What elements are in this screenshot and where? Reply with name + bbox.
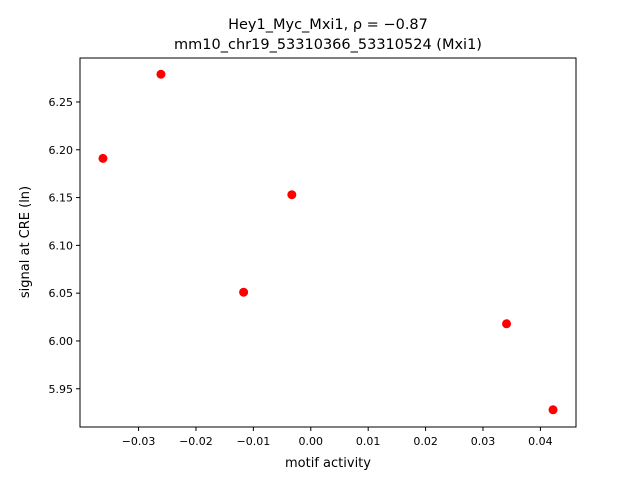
x-axis-label: motif activity <box>285 456 371 471</box>
y-tick-label: 6.10 <box>49 239 74 252</box>
plot-frame <box>79 57 577 428</box>
x-tick-label: 0.02 <box>413 435 438 448</box>
y-tick-label: 6.25 <box>49 96 74 109</box>
y-tick-label: 6.20 <box>49 144 74 157</box>
data-point <box>98 153 108 163</box>
x-tick-label: 0.03 <box>471 435 496 448</box>
y-tick-label: 6.05 <box>49 287 74 300</box>
data-point <box>502 319 512 329</box>
chart-title-line2: mm10_chr19_53310366_53310524 (Mxi1) <box>174 37 482 53</box>
data-point <box>239 287 249 297</box>
x-tick-label: −0.03 <box>122 435 156 448</box>
y-tick-label: 5.95 <box>49 383 74 396</box>
data-point <box>287 190 297 200</box>
y-tick-label: 6.15 <box>49 192 74 205</box>
chart-title-line1: Hey1_Myc_Mxi1, ρ = −0.87 <box>228 17 428 33</box>
y-axis-label: signal at CRE (ln) <box>18 186 33 298</box>
x-tick-label: −0.01 <box>237 435 271 448</box>
x-tick-label: 0.04 <box>528 435 553 448</box>
x-tick-label: 0.01 <box>356 435 381 448</box>
y-tick-label: 6.00 <box>49 335 74 348</box>
data-point <box>548 405 558 415</box>
data-point <box>156 69 166 79</box>
x-tick-label: −0.02 <box>179 435 213 448</box>
x-tick-label: 0.00 <box>299 435 324 448</box>
